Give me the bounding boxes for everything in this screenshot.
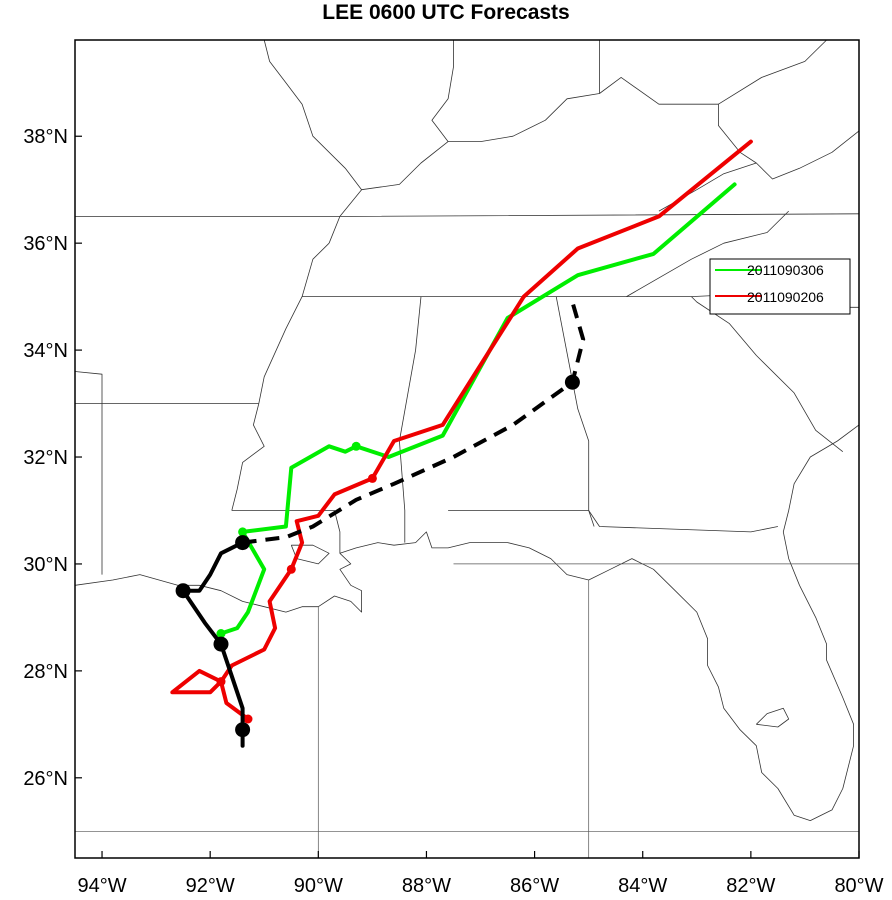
map-title: LEE 0600 UTC Forecasts [322, 1, 570, 24]
x-tick-label: 88°W [402, 875, 451, 897]
track-point-observed [213, 636, 229, 652]
tracks-layer [170, 139, 753, 748]
track-point-2011090206 [216, 677, 226, 687]
y-tick-label: 34°N [23, 340, 68, 362]
track-point-2011090306 [216, 629, 226, 638]
boundary-line [231, 403, 265, 511]
boundary-line [756, 707, 790, 728]
boundary-line [75, 213, 860, 217]
boundary-line [431, 40, 454, 142]
track-observed [181, 540, 245, 748]
track-point-2011090206 [243, 714, 253, 724]
y-tick-label: 26°N [23, 768, 68, 790]
legend-label-2011090306: 2011090306 [747, 262, 824, 278]
track-point-2011090306 [351, 441, 361, 451]
boundary-line [361, 77, 860, 191]
y-tick-label: 38°N [23, 126, 68, 148]
track-observed-forecast [242, 301, 586, 545]
boundary-line [626, 210, 789, 297]
boundary-line [231, 510, 341, 554]
y-tick-label: 32°N [23, 447, 68, 469]
x-tick-label: 80°W [834, 875, 883, 897]
track-point-2011090206 [367, 473, 377, 483]
legend: 2011090306 2011090206 [709, 258, 851, 315]
track-point-2011090206 [286, 564, 296, 574]
boundary-line [718, 39, 827, 105]
x-tick-label: 84°W [618, 875, 667, 897]
basemap-layer [74, 39, 860, 858]
legend-label-2011090206: 2011090206 [747, 289, 824, 305]
y-tick-label: 28°N [23, 661, 68, 683]
track-point-2011090306 [238, 527, 248, 537]
track-point-observed [235, 722, 251, 738]
boundary-line [626, 296, 844, 453]
track-2011090306 [219, 182, 737, 636]
boundary-line [448, 510, 778, 533]
x-tick-label: 90°W [294, 875, 343, 897]
boundary-line [555, 296, 595, 527]
axis-ticks: 94°W 92°W 90°W 88°W 86°W 84°W 82°W 80°W 26°N 28°N… [23, 126, 883, 897]
track-point-observed [175, 583, 191, 599]
x-tick-label: 86°W [510, 875, 559, 897]
x-tick-label: 94°W [77, 875, 126, 897]
boundary-line [74, 424, 860, 821]
x-tick-label: 82°W [726, 875, 775, 897]
x-tick-label: 92°W [186, 875, 235, 897]
boundary-line [258, 242, 330, 404]
track-point-observed-forecast [564, 374, 580, 390]
legend-box [709, 258, 851, 315]
boundary-line [74, 371, 103, 575]
boundary-line [263, 39, 363, 244]
boundary-line [398, 296, 422, 543]
track-2011090206 [170, 139, 753, 721]
plot-frame [74, 39, 860, 859]
y-tick-label: 36°N [23, 233, 68, 255]
y-tick-label: 30°N [23, 554, 68, 576]
